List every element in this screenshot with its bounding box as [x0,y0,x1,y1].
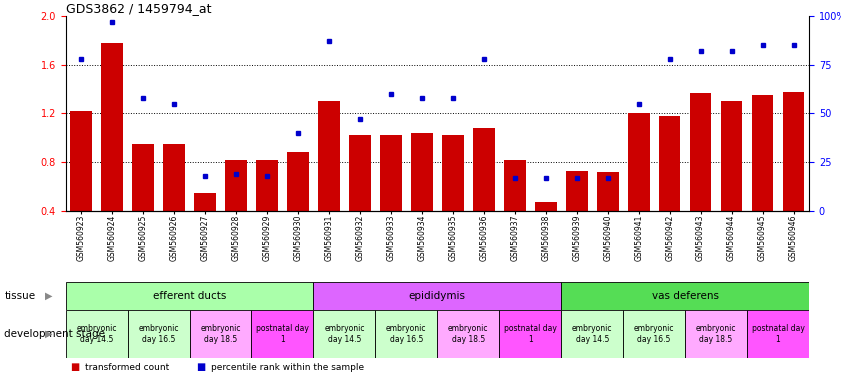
Bar [659,116,680,211]
Bar [71,111,92,211]
Text: ■: ■ [70,362,79,372]
Bar [500,310,561,358]
Text: embryonic
day 16.5: embryonic day 16.5 [386,324,426,344]
Text: embryonic
day 14.5: embryonic day 14.5 [77,324,117,344]
Bar [783,91,804,211]
Bar [437,310,500,358]
Bar [380,136,402,211]
Bar [314,282,561,310]
Text: embryonic
day 18.5: embryonic day 18.5 [448,324,489,344]
Text: ▶: ▶ [45,291,52,301]
Text: embryonic
day 14.5: embryonic day 14.5 [324,324,365,344]
Bar [132,144,154,211]
Bar [189,310,251,358]
Text: tissue: tissue [4,291,35,301]
Bar [225,160,246,211]
Bar [128,310,189,358]
Text: embryonic
day 14.5: embryonic day 14.5 [572,324,612,344]
Bar [504,160,526,211]
Bar [66,310,128,358]
Bar [314,310,375,358]
Bar [535,202,557,211]
Text: development stage: development stage [4,329,105,339]
Text: postnatal day
1: postnatal day 1 [504,324,557,344]
Bar [318,101,340,211]
Text: postnatal day
1: postnatal day 1 [256,324,309,344]
Bar [623,310,685,358]
Bar [721,101,743,211]
Bar [163,144,185,211]
Bar [628,114,649,211]
Text: vas deferens: vas deferens [652,291,719,301]
Bar [66,282,314,310]
Bar [194,192,216,211]
Text: GDS3862 / 1459794_at: GDS3862 / 1459794_at [66,2,211,15]
Bar [747,310,809,358]
Text: transformed count: transformed count [85,362,169,372]
Bar [251,310,314,358]
Text: epididymis: epididymis [409,291,466,301]
Text: embryonic
day 18.5: embryonic day 18.5 [696,324,737,344]
Text: embryonic
day 16.5: embryonic day 16.5 [138,324,179,344]
Text: ▶: ▶ [45,329,52,339]
Bar [561,282,809,310]
Bar [690,93,711,211]
Bar [375,310,437,358]
Bar [287,152,309,211]
Bar [101,43,123,211]
Text: embryonic
day 16.5: embryonic day 16.5 [634,324,674,344]
Text: efferent ducts: efferent ducts [153,291,226,301]
Text: embryonic
day 18.5: embryonic day 18.5 [200,324,241,344]
Bar [685,310,747,358]
Bar [561,310,623,358]
Bar [257,160,278,211]
Bar [566,170,588,211]
Text: ■: ■ [196,362,205,372]
Bar [752,95,774,211]
Bar [349,136,371,211]
Bar [411,133,432,211]
Bar [442,136,463,211]
Text: postnatal day
1: postnatal day 1 [752,324,805,344]
Text: percentile rank within the sample: percentile rank within the sample [211,362,364,372]
Bar [473,128,495,211]
Bar [597,172,618,211]
